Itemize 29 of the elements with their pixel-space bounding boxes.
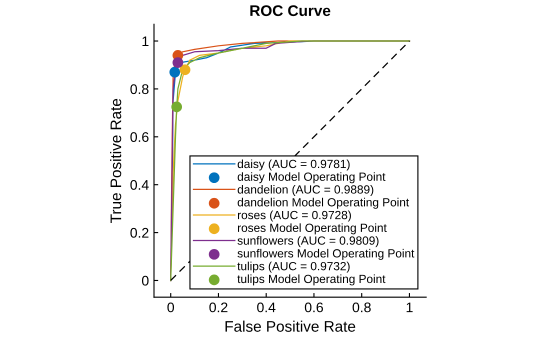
legend-label: roses Model Operating Point xyxy=(238,223,387,234)
x-tick-label: 0.4 xyxy=(257,302,276,312)
point xyxy=(180,64,190,76)
x-tick-label: 1 xyxy=(406,302,413,312)
legend-label: daisy Model Operating Point xyxy=(238,172,386,184)
x-axis-title: False Positive Rate xyxy=(226,320,356,332)
x-tick-label: 0.8 xyxy=(352,302,371,312)
legend-label: dandelion Model Operating Point xyxy=(238,198,410,209)
point xyxy=(172,57,184,68)
legend-label: tulips Model Operating Point xyxy=(237,274,386,286)
legend-label: roses (AUC = 0.9728) xyxy=(238,210,351,222)
legend-label: sunflowers (AUC = 0.9809) xyxy=(238,236,379,248)
legend-label: tulips (AUC = 0.9732) xyxy=(237,262,350,273)
point xyxy=(171,102,182,112)
y-tick-label: 0 xyxy=(142,276,149,286)
y-tick-label: 0.4 xyxy=(130,180,149,190)
chart-title: ROC Curve xyxy=(250,5,330,16)
x-tick-label: 0 xyxy=(167,302,174,312)
y-tick-label: 0.8 xyxy=(130,84,149,94)
y-tick-label: 1 xyxy=(142,36,148,46)
x-tick-label: 0.6 xyxy=(304,302,323,312)
y-tick-label: 0.6 xyxy=(130,132,149,142)
y-tick-label: 0.2 xyxy=(130,228,148,238)
y-axis-title: True Positive Rate xyxy=(110,98,122,223)
point xyxy=(169,66,180,78)
legend-label: dandelion (AUC = 0.9889) xyxy=(238,184,374,196)
x-tick-label: 0.2 xyxy=(209,302,228,312)
legend-label: daisy (AUC = 0.9781) xyxy=(238,159,350,170)
legend-label: sunflowers Model Operating Point xyxy=(238,248,414,260)
